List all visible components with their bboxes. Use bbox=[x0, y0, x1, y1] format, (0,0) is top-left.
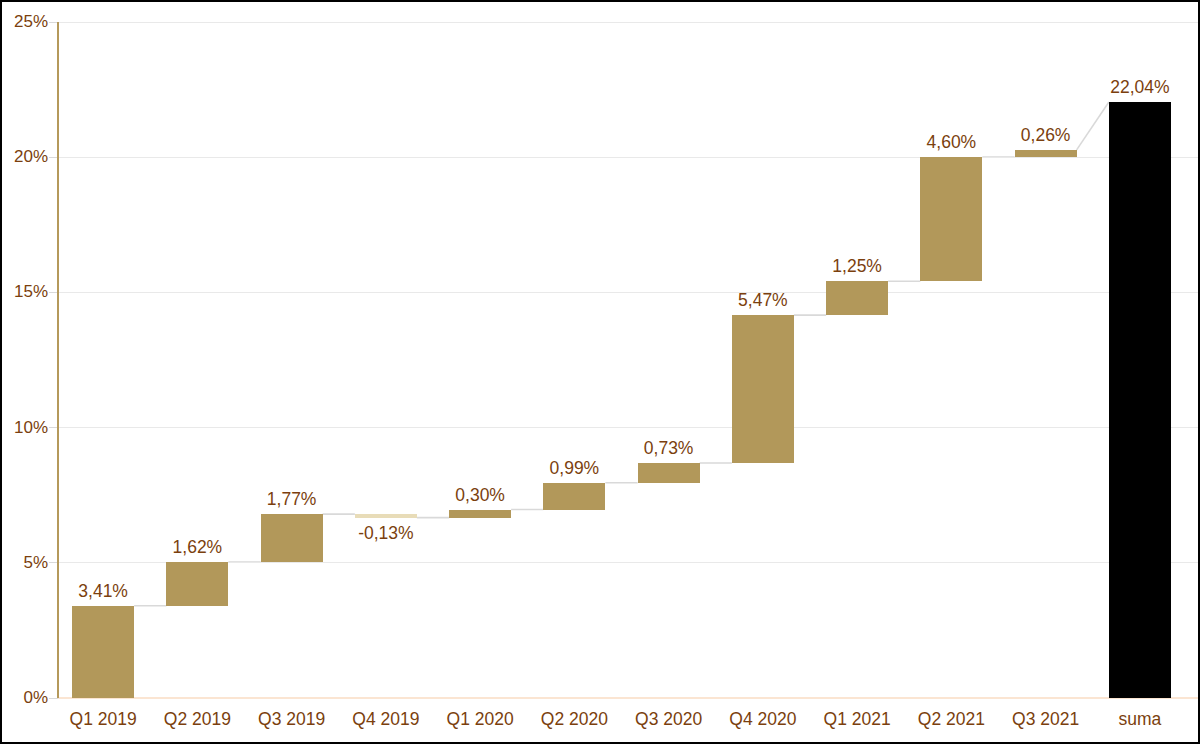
bar-value-label-q1-2020: 0,30% bbox=[425, 485, 535, 505]
waterfall-bar-q3-2021 bbox=[1015, 150, 1077, 157]
bar-value-label-q4-2019: -0,13% bbox=[331, 523, 441, 543]
waterfall-bar-q1-2020 bbox=[449, 510, 511, 518]
x-tick-label-q4-2019: Q4 2019 bbox=[339, 709, 433, 729]
x-tick-label-q3-2020: Q3 2020 bbox=[622, 709, 716, 729]
bar-value-label-q1-2021: 1,25% bbox=[802, 256, 912, 276]
y-tick-label-25: 25% bbox=[2, 12, 48, 32]
x-tick-label-q2-2021: Q2 2021 bbox=[904, 709, 998, 729]
x-tick-label-q2-2019: Q2 2019 bbox=[150, 709, 244, 729]
waterfall-chart: 0% 5% 10% 15% 20% 25% 3,41% Q1 2019 1,62% Q2 2019… bbox=[2, 2, 1198, 742]
waterfall-bar-q4-2020 bbox=[732, 315, 794, 463]
bar-value-label-q2-2020: 0,99% bbox=[519, 458, 629, 478]
waterfall-bar-q2-2020 bbox=[543, 483, 605, 510]
y-tick-label-0: 0% bbox=[2, 688, 48, 708]
bar-value-label-q3-2019: 1,77% bbox=[237, 489, 347, 509]
gridline-15 bbox=[58, 292, 1198, 293]
y-tick-label-5: 5% bbox=[2, 553, 48, 573]
x-tick-label-q1-2021: Q1 2021 bbox=[810, 709, 904, 729]
waterfall-bar-q3-2020 bbox=[638, 463, 700, 483]
x-tick-label-q2-2020: Q2 2020 bbox=[527, 709, 621, 729]
x-axis-line bbox=[58, 697, 1198, 699]
waterfall-bar-suma bbox=[1109, 102, 1171, 698]
bar-value-label-q3-2020: 0,73% bbox=[614, 438, 724, 458]
bar-value-label-suma: 22,04% bbox=[1085, 77, 1195, 97]
x-tick-label-q1-2020: Q1 2020 bbox=[433, 709, 527, 729]
gridline-25 bbox=[58, 22, 1198, 23]
waterfall-bar-q4-2019 bbox=[355, 514, 417, 518]
y-tick-label-15: 15% bbox=[2, 282, 48, 302]
x-tick-label-q3-2021: Q3 2021 bbox=[999, 709, 1093, 729]
waterfall-bar-q3-2019 bbox=[261, 514, 323, 562]
x-tick-label-q1-2019: Q1 2019 bbox=[56, 709, 150, 729]
bar-value-label-q4-2020: 5,47% bbox=[708, 290, 818, 310]
waterfall-bar-q1-2019 bbox=[72, 606, 134, 698]
connector-lines-layer bbox=[2, 2, 1198, 742]
bar-value-label-q2-2019: 1,62% bbox=[142, 537, 252, 557]
x-tick-label-suma: suma bbox=[1093, 709, 1187, 729]
waterfall-bar-q1-2021 bbox=[826, 281, 888, 315]
bar-value-label-q3-2021: 0,26% bbox=[991, 125, 1101, 145]
x-tick-label-q4-2020: Q4 2020 bbox=[716, 709, 810, 729]
y-tick-label-10: 10% bbox=[2, 418, 48, 438]
waterfall-bar-q2-2021 bbox=[920, 157, 982, 281]
gridline-10 bbox=[58, 427, 1198, 428]
y-tick-label-20: 20% bbox=[2, 147, 48, 167]
bar-value-label-q1-2019: 3,41% bbox=[48, 581, 158, 601]
gridline-5 bbox=[58, 562, 1198, 563]
waterfall-bar-q2-2019 bbox=[166, 562, 228, 606]
x-tick-label-q3-2019: Q3 2019 bbox=[245, 709, 339, 729]
